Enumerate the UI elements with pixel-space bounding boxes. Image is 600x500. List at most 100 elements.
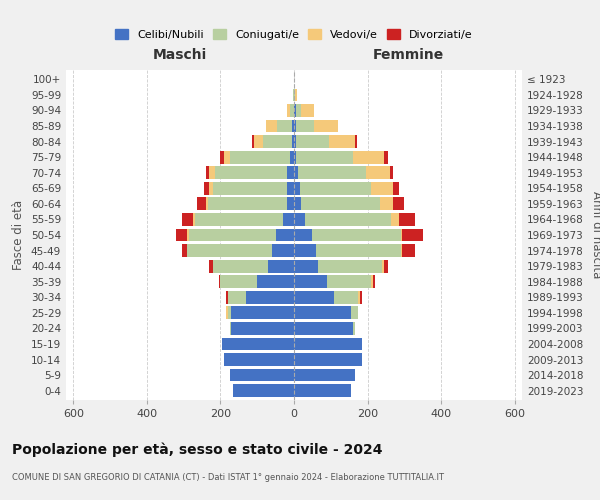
Bar	[294, 260, 318, 272]
Bar	[294, 213, 305, 226]
Bar	[384, 151, 388, 164]
Bar	[360, 291, 362, 304]
Bar	[230, 151, 290, 164]
Bar	[294, 322, 353, 335]
Bar	[226, 291, 228, 304]
Text: Popolazione per età, sesso e stato civile - 2024: Popolazione per età, sesso e stato civil…	[12, 442, 383, 457]
Bar	[213, 182, 287, 194]
Bar	[209, 260, 213, 272]
Bar	[294, 353, 362, 366]
Bar	[187, 244, 272, 257]
Bar	[296, 151, 353, 164]
Bar	[294, 166, 298, 179]
Bar	[389, 166, 393, 179]
Bar	[358, 291, 360, 304]
Bar	[287, 182, 294, 194]
Bar	[403, 228, 423, 241]
Bar	[294, 276, 327, 288]
Bar	[277, 120, 292, 132]
Bar	[384, 260, 388, 272]
Bar	[220, 276, 257, 288]
Bar	[294, 88, 295, 102]
Bar	[403, 244, 415, 257]
Bar	[189, 228, 275, 241]
Bar	[287, 166, 294, 179]
Bar	[218, 276, 220, 288]
Bar	[318, 260, 382, 272]
Bar	[294, 104, 296, 117]
Bar	[351, 306, 358, 319]
Bar	[232, 322, 294, 335]
Bar	[287, 198, 294, 210]
Bar	[373, 276, 375, 288]
Bar	[391, 213, 399, 226]
Bar	[222, 338, 294, 350]
Bar	[228, 291, 246, 304]
Bar	[313, 228, 401, 241]
Bar	[206, 166, 209, 179]
Bar	[208, 198, 287, 210]
Bar	[294, 338, 362, 350]
Bar	[371, 182, 393, 194]
Bar	[305, 213, 391, 226]
Bar	[296, 135, 329, 148]
Bar	[197, 198, 206, 210]
Bar	[393, 182, 399, 194]
Bar	[204, 182, 209, 194]
Y-axis label: Fasce di età: Fasce di età	[13, 200, 25, 270]
Bar	[257, 276, 294, 288]
Bar	[193, 213, 195, 226]
Bar	[220, 151, 224, 164]
Bar	[230, 368, 294, 382]
Bar	[230, 322, 232, 335]
Bar	[246, 291, 294, 304]
Bar	[233, 384, 294, 397]
Bar	[275, 228, 294, 241]
Bar	[314, 120, 338, 132]
Bar	[294, 135, 296, 148]
Bar	[292, 120, 294, 132]
Bar	[294, 198, 301, 210]
Bar	[224, 151, 230, 164]
Bar	[296, 104, 301, 117]
Bar	[301, 104, 314, 117]
Bar	[215, 166, 287, 179]
Bar	[195, 213, 283, 226]
Y-axis label: Anni di nascita: Anni di nascita	[590, 192, 600, 278]
Bar	[283, 213, 294, 226]
Bar	[296, 120, 314, 132]
Bar	[268, 260, 294, 272]
Bar	[366, 166, 389, 179]
Text: COMUNE DI SAN GREGORIO DI CATANIA (CT) - Dati ISTAT 1° gennaio 2024 - Elaborazio: COMUNE DI SAN GREGORIO DI CATANIA (CT) -…	[12, 472, 444, 482]
Bar	[292, 135, 294, 148]
Bar	[252, 135, 254, 148]
Bar	[401, 228, 403, 241]
Bar	[294, 244, 316, 257]
Bar	[294, 368, 355, 382]
Bar	[294, 228, 313, 241]
Bar	[298, 166, 366, 179]
Bar	[329, 135, 355, 148]
Bar	[254, 135, 263, 148]
Bar	[293, 88, 294, 102]
Bar	[294, 306, 351, 319]
Bar	[316, 244, 401, 257]
Bar	[213, 260, 268, 272]
Bar	[301, 198, 380, 210]
Bar	[299, 182, 371, 194]
Bar	[382, 260, 384, 272]
Bar	[327, 276, 371, 288]
Bar	[294, 151, 296, 164]
Bar	[209, 166, 215, 179]
Bar	[224, 353, 294, 366]
Bar	[182, 244, 187, 257]
Bar	[294, 291, 334, 304]
Legend: Celibi/Nubili, Coniugati/e, Vedovi/e, Divorziati/e: Celibi/Nubili, Coniugati/e, Vedovi/e, Di…	[111, 24, 477, 44]
Bar	[334, 291, 358, 304]
Bar	[176, 228, 187, 241]
Bar	[263, 135, 292, 148]
Bar	[401, 244, 403, 257]
Bar	[371, 276, 373, 288]
Bar	[353, 151, 384, 164]
Bar	[272, 244, 294, 257]
